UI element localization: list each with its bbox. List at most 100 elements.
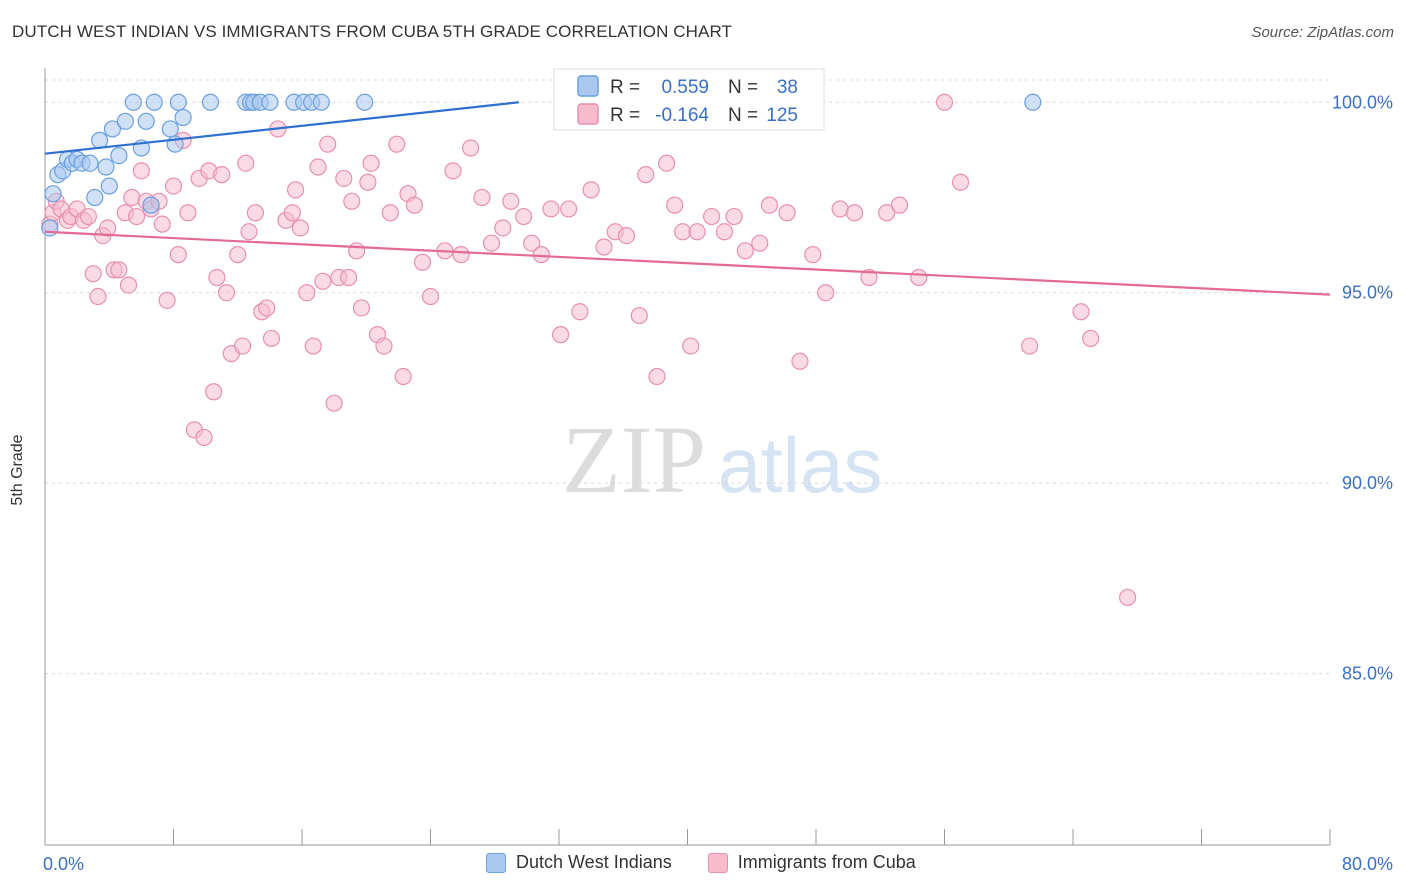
dutch-point	[161, 120, 179, 138]
cuba-point	[237, 154, 255, 172]
cuba-point	[571, 303, 589, 321]
cuba-point	[421, 287, 440, 306]
dutch-point	[91, 131, 109, 149]
watermark-atlas: atlas	[718, 421, 883, 509]
cuba-point	[702, 207, 721, 226]
cuba-point	[298, 284, 316, 302]
cuba-point	[595, 238, 613, 256]
cuba-point	[1082, 329, 1100, 348]
cuba-point	[736, 242, 754, 260]
tick-labels: 100.0% 95.0% 90.0% 85.0% 0.0% 80.0%	[43, 92, 1393, 874]
cuba-point	[343, 192, 361, 210]
cuba-point	[760, 196, 779, 214]
cuba-point	[164, 177, 183, 195]
cuba-point	[674, 223, 692, 241]
legend-swatch	[577, 103, 599, 125]
cuba-point	[845, 204, 864, 222]
cuba-point	[502, 192, 520, 210]
dutch-point	[97, 158, 115, 176]
cuba-point	[473, 188, 491, 207]
correlation-legend: R = 0.559 N = 38 R = -0.164 N = 125	[553, 68, 825, 131]
y-tick-label: 85.0%	[1342, 664, 1393, 684]
cuba-point	[1021, 337, 1039, 355]
cuba-point	[123, 188, 141, 207]
cuba-point	[291, 219, 309, 237]
legend-swatch-blue	[486, 852, 506, 873]
cuba-point	[110, 261, 128, 279]
cuba-point	[89, 287, 107, 306]
cuba-point	[195, 428, 213, 447]
legend-swatch	[577, 75, 599, 97]
cuba-point	[99, 219, 117, 237]
cuba-point	[804, 246, 822, 264]
cuba-point	[233, 337, 252, 355]
axes	[44, 68, 1331, 846]
cuba-point	[935, 93, 954, 111]
cuba-point	[127, 207, 146, 226]
cuba-point	[79, 207, 97, 226]
cuba-point	[413, 253, 432, 271]
cuba-point	[217, 284, 236, 302]
cuba-point	[339, 268, 358, 287]
dutch-point	[124, 93, 142, 111]
gridlines	[45, 79, 1330, 675]
cuba-point	[169, 246, 187, 264]
dutch-point	[145, 93, 163, 111]
dutch-point	[201, 93, 220, 111]
dutch-point	[1024, 93, 1042, 111]
cuba-point	[348, 242, 366, 260]
cuba-point	[352, 299, 371, 317]
cuba-point	[213, 166, 231, 184]
cuba-point	[630, 306, 648, 325]
legend-r-label: R =	[610, 77, 640, 98]
dutch-west-indian-points	[41, 93, 1042, 237]
cuba-point	[878, 204, 896, 222]
dutch-point	[86, 188, 104, 207]
cuba-point	[494, 219, 512, 237]
cuba-point	[335, 169, 353, 188]
dutch-point	[81, 154, 99, 172]
legend-label-dutch: Dutch West Indians	[516, 852, 672, 872]
cuba-point	[388, 135, 406, 153]
cuba-point	[637, 166, 655, 184]
cuba-point	[860, 268, 878, 287]
dutch-point	[169, 93, 187, 111]
cuba-point	[119, 276, 138, 294]
cuba-point	[1072, 303, 1090, 321]
cuba-point	[688, 223, 706, 241]
cuba-point	[153, 215, 171, 233]
cuba-point	[910, 268, 928, 287]
watermark: ZIP atlas	[562, 406, 882, 513]
cuba-point	[666, 196, 684, 214]
x-tick-label-max: 80.0%	[1342, 854, 1393, 874]
cuba-point	[405, 196, 424, 214]
cuba-point	[890, 196, 909, 214]
cuba-point	[258, 299, 276, 317]
cuba-point	[462, 139, 480, 157]
legend-item-dutch: Dutch West Indians	[486, 852, 672, 873]
cuba-point	[542, 200, 560, 218]
cuba-point	[751, 234, 769, 252]
legend-item-cuba: Immigrants from Cuba	[707, 852, 916, 873]
cuba-point	[84, 265, 102, 283]
dutch-point	[100, 177, 118, 195]
cuba-point	[715, 223, 734, 241]
cuba-point	[179, 204, 197, 222]
trend-lines	[44, 101, 1331, 296]
cuba-point	[240, 223, 258, 241]
cuba-point	[205, 383, 223, 401]
cuba-point	[132, 162, 150, 180]
dutch-point	[312, 93, 330, 111]
cuba-point	[560, 200, 578, 218]
cuba-point	[1119, 588, 1137, 607]
dutch-point	[142, 196, 160, 214]
y-tick-label: 100.0%	[1332, 92, 1393, 112]
cuba-point	[831, 200, 849, 218]
cuba-points	[41, 93, 1137, 607]
cuba-point	[359, 173, 377, 191]
legend-r-label: R =	[610, 105, 640, 126]
cuba-point	[262, 329, 281, 348]
legend-n-label: N =	[728, 105, 758, 126]
cuba-point	[362, 154, 380, 172]
cuba-point	[452, 246, 470, 264]
